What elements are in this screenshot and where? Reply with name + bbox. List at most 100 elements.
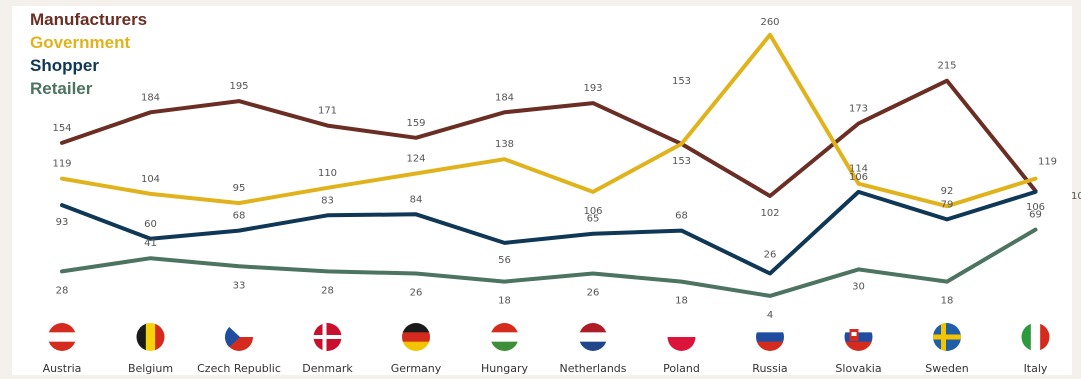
data-point-government xyxy=(237,201,241,205)
data-point-retailer xyxy=(237,264,241,268)
data-label-manufacturers: 159 xyxy=(406,118,425,129)
data-label-government: 119 xyxy=(1038,157,1057,168)
data-point-government xyxy=(857,182,860,186)
data-label-retailer: 69 xyxy=(1029,210,1042,221)
data-label-manufacturers: 153 xyxy=(672,156,691,167)
data-point-shopper xyxy=(326,213,329,217)
data-label-retailer: 41 xyxy=(144,238,157,249)
data-point-retailer xyxy=(1034,228,1037,232)
denmark-flag-icon xyxy=(313,323,342,351)
data-point-shopper xyxy=(60,203,64,207)
data-point-government xyxy=(680,142,683,146)
data-label-manufacturers: 171 xyxy=(318,106,337,117)
category-label-germany: Germany xyxy=(391,362,442,375)
czech-republic-flag-icon xyxy=(225,323,253,351)
series-line-shopper xyxy=(60,189,1038,276)
data-label-manufacturers: 154 xyxy=(52,123,71,134)
category-label-russia: Russia xyxy=(752,362,787,375)
legend-item-government: Government xyxy=(30,33,131,52)
category-label-poland: Poland xyxy=(663,362,700,375)
data-point-shopper xyxy=(768,271,772,275)
data-point-manufacturers xyxy=(503,110,506,114)
data-point-manufacturers xyxy=(237,99,241,103)
data-point-manufacturers xyxy=(768,194,772,198)
data-point-shopper xyxy=(591,232,595,236)
category-label-slovakia: Slovakia xyxy=(835,362,881,375)
data-label-shopper: 68 xyxy=(233,211,246,222)
series-line-government xyxy=(60,32,1038,209)
data-label-manufacturers: 215 xyxy=(937,61,956,72)
data-label-manufacturers: 184 xyxy=(495,92,514,103)
data-point-retailer xyxy=(591,271,595,275)
data-point-retailer xyxy=(768,294,772,298)
data-point-retailer xyxy=(326,269,329,273)
data-point-shopper xyxy=(149,237,152,241)
data-point-shopper xyxy=(857,190,860,194)
data-point-shopper xyxy=(414,212,418,216)
data-label-manufacturers: 173 xyxy=(849,104,868,115)
data-point-government xyxy=(503,157,506,161)
data-label-government: 138 xyxy=(495,139,514,150)
data-point-retailer xyxy=(945,280,949,284)
data-label-retailer: 26 xyxy=(587,287,600,298)
data-label-retailer: 26 xyxy=(410,287,423,298)
data-label-shopper: 106 xyxy=(849,172,868,183)
legend-item-retailer: Retailer xyxy=(30,79,93,98)
data-point-manufacturers xyxy=(945,79,949,83)
data-point-shopper xyxy=(945,217,949,221)
data-point-manufacturers xyxy=(591,101,595,105)
category-label-italy: Italy xyxy=(1024,362,1048,375)
category-label-denmark: Denmark xyxy=(302,362,353,375)
data-point-government xyxy=(591,190,595,194)
sweden-flag-icon xyxy=(933,323,961,351)
category-label-netherlands: Netherlands xyxy=(559,362,626,375)
series-line-manufacturers xyxy=(60,78,1038,198)
data-label-retailer: 28 xyxy=(56,285,69,296)
category-label-czech-republic: Czech Republic xyxy=(197,362,281,375)
data-label-government: 95 xyxy=(233,183,246,194)
data-label-shopper: 106 xyxy=(1026,202,1045,213)
data-label-government: 104 xyxy=(141,174,160,185)
russia-flag-icon xyxy=(756,323,784,351)
data-label-government: 92 xyxy=(941,186,954,197)
data-point-government xyxy=(768,33,772,37)
data-label-government: 110 xyxy=(318,168,337,179)
netherlands-flag-icon xyxy=(579,323,607,351)
data-label-government: 153 xyxy=(672,76,691,87)
data-label-shopper: 79 xyxy=(941,199,954,210)
data-label-retailer: 18 xyxy=(498,296,511,307)
data-point-shopper xyxy=(1034,190,1037,194)
data-label-manufacturers: 193 xyxy=(583,83,602,94)
germany-flag-icon xyxy=(402,323,430,351)
data-point-shopper xyxy=(237,229,241,233)
legend-item-shopper: Shopper xyxy=(30,56,99,75)
data-point-shopper xyxy=(503,241,506,245)
slovakia-flag-icon xyxy=(844,323,873,351)
data-point-government xyxy=(326,186,329,190)
data-label-shopper: 56 xyxy=(498,255,511,266)
data-label-government: 119 xyxy=(52,159,71,170)
data-label-government: 114 xyxy=(849,164,868,175)
data-point-government xyxy=(1034,177,1037,181)
data-point-retailer xyxy=(680,280,683,284)
data-point-shopper xyxy=(680,229,683,233)
data-label-shopper: 65 xyxy=(587,214,600,225)
data-label-retailer: 28 xyxy=(321,285,334,296)
category-label-austria: Austria xyxy=(43,362,82,375)
belgium-flag-icon xyxy=(136,323,165,351)
legend: Manufacturers Government Shopper Retaile… xyxy=(30,8,147,100)
data-label-retailer: 18 xyxy=(675,296,688,307)
plot-area xyxy=(12,6,1072,375)
data-point-government xyxy=(149,192,152,196)
data-point-manufacturers xyxy=(149,110,152,114)
data-label-government: 124 xyxy=(406,154,425,165)
data-point-government xyxy=(60,177,64,181)
data-label-retailer: 4 xyxy=(767,310,773,321)
italy-flag-icon xyxy=(1021,323,1050,351)
hungary-flag-icon xyxy=(490,323,519,351)
category-label-sweden: Sweden xyxy=(925,362,968,375)
poland-flag-icon xyxy=(667,323,696,351)
series-line-retailer xyxy=(60,227,1038,298)
